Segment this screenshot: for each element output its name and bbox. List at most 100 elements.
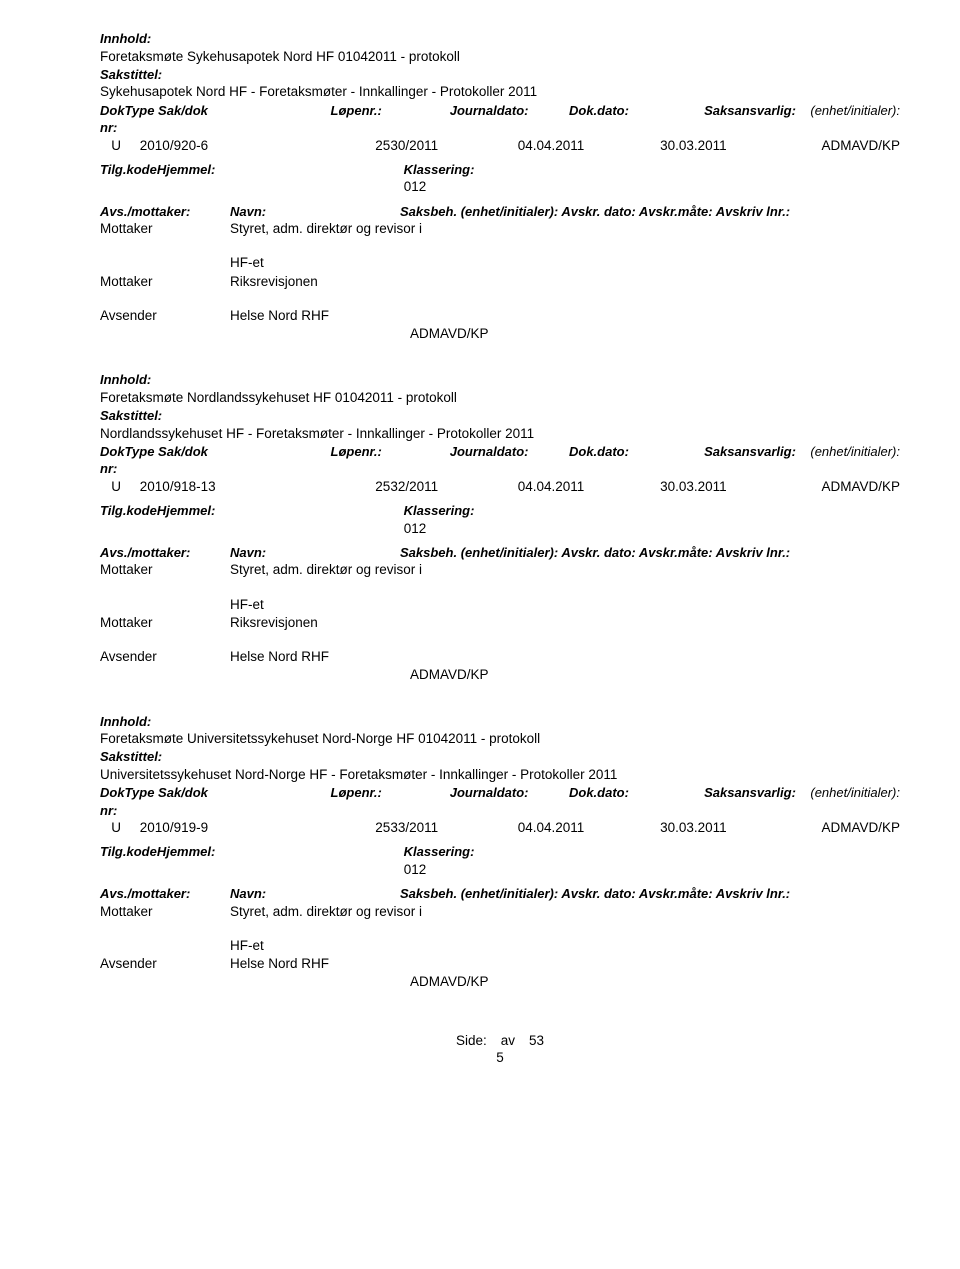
page-total: 53 — [529, 1032, 544, 1050]
klassering-value: 012 — [404, 862, 427, 877]
mottaker-label-2: Mottaker — [100, 614, 230, 632]
hjemmel-label: Hjemmel: — [157, 503, 216, 518]
side-label: Side: — [456, 1032, 487, 1050]
mottaker-name-2: Riksrevisjonen — [230, 614, 900, 632]
journaldato-label: Journaldato: — [450, 784, 569, 819]
sakstittel-text: Universitetssykehuset Nord-Norge HF - Fo… — [100, 766, 900, 784]
tilg-label: Tilg.kode — [100, 162, 157, 177]
dokdato-label: Dok.dato: — [569, 784, 704, 819]
sakstittel-label: Sakstittel: — [100, 748, 900, 766]
enhet-init-label: (enhet/initialer): — [810, 103, 900, 118]
klassering-value: 012 — [404, 179, 427, 194]
innhold-label: Innhold: — [100, 30, 900, 48]
navn-label: Navn: — [230, 544, 400, 562]
klassering-label: Klassering: — [404, 844, 475, 859]
hf-line: HF-et — [100, 254, 900, 272]
klassering-label: Klassering: — [404, 162, 475, 177]
klassering-row: 012 — [100, 520, 900, 538]
doktype-value: U — [111, 479, 121, 494]
hf-line: HF-et — [100, 937, 900, 955]
journal-entry: Innhold: Foretaksmøte Nordlandssykehuset… — [100, 371, 900, 684]
tilg-row: Tilg.kodeHjemmel: Klassering: — [100, 161, 900, 179]
tilg-row: Tilg.kodeHjemmel: Klassering: — [100, 843, 900, 861]
enhet-init-label: (enhet/initialer): — [810, 785, 900, 800]
avs-mottaker-header: Avs./mottaker: Navn: Saksbeh. (enhet/ini… — [100, 203, 900, 221]
sakdok-value: 2010/920-6 — [140, 138, 208, 153]
lopenr-label: Løpenr.: — [331, 102, 450, 137]
mottaker-label: Mottaker — [100, 903, 230, 921]
avsender-row: Avsender Helse Nord RHF — [100, 648, 900, 666]
hjemmel-label: Hjemmel: — [157, 162, 216, 177]
mottaker-name: Styret, adm. direktør og revisor i — [230, 220, 900, 238]
mottaker-name: Styret, adm. direktør og revisor i — [230, 903, 900, 921]
hjemmel-label: Hjemmel: — [157, 844, 216, 859]
avsender-label: Avsender — [100, 955, 230, 973]
page-footer: Side: av 53 5 — [100, 1032, 900, 1065]
journal-entry: Innhold: Foretaksmøte Universitetssykehu… — [100, 713, 900, 992]
journal-entry: Innhold: Foretaksmøte Sykehusapotek Nord… — [100, 30, 900, 343]
saksansvarlig-label: Saksansvarlig: — [704, 444, 796, 459]
journaldato-value: 04.04.2011 — [518, 819, 660, 837]
doktype-value: U — [111, 820, 121, 835]
saksansvarlig-value: ADMAVD/KP — [821, 478, 900, 496]
mottaker-name-2: Riksrevisjonen — [230, 273, 900, 291]
sakstittel-label: Sakstittel: — [100, 66, 900, 84]
meta-header-row: DokType Sak/dok nr: Løpenr.: Journaldato… — [100, 784, 900, 819]
navn-label: Navn: — [230, 885, 400, 903]
dokdato-value: 30.03.2011 — [660, 137, 821, 155]
innhold-label: Innhold: — [100, 371, 900, 389]
lopenr-label: Løpenr.: — [331, 443, 450, 478]
mottaker-name: Styret, adm. direktør og revisor i — [230, 561, 900, 579]
meta-value-row: U 2010/918-13 2532/2011 04.04.2011 30.03… — [100, 478, 900, 496]
doktype-label: DokType — [100, 103, 154, 118]
mottaker-label-2: Mottaker — [100, 273, 230, 291]
kp-line: ADMAVD/KP — [100, 666, 900, 684]
innhold-text: Foretaksmøte Universitetssykehuset Nord-… — [100, 730, 900, 748]
meta-header-row: DokType Sak/dok nr: Løpenr.: Journaldato… — [100, 443, 900, 478]
saksansvarlig-value: ADMAVD/KP — [821, 819, 900, 837]
dokdato-label: Dok.dato: — [569, 102, 704, 137]
lopenr-value: 2533/2011 — [375, 819, 517, 837]
klassering-label: Klassering: — [404, 503, 475, 518]
dokdato-value: 30.03.2011 — [660, 819, 821, 837]
saksansvarlig-label: Saksansvarlig: — [704, 785, 796, 800]
avsender-name: Helse Nord RHF — [230, 307, 900, 325]
mottaker-label: Mottaker — [100, 561, 230, 579]
doktype-label: DokType — [100, 444, 154, 459]
meta-value-row: U 2010/920-6 2530/2011 04.04.2011 30.03.… — [100, 137, 900, 155]
mottaker-row: Mottaker Styret, adm. direktør og reviso… — [100, 220, 900, 238]
klassering-row: 012 — [100, 178, 900, 196]
avs-mottaker-header: Avs./mottaker: Navn: Saksbeh. (enhet/ini… — [100, 885, 900, 903]
avsender-row: Avsender Helse Nord RHF — [100, 955, 900, 973]
tilg-label: Tilg.kode — [100, 503, 157, 518]
avs-mottaker-label: Avs./mottaker: — [100, 203, 230, 221]
avsender-label: Avsender — [100, 648, 230, 666]
tilg-label: Tilg.kode — [100, 844, 157, 859]
avsender-row: Avsender Helse Nord RHF — [100, 307, 900, 325]
saksansvarlig-label: Saksansvarlig: — [704, 103, 796, 118]
hf-line: HF-et — [100, 596, 900, 614]
saksbeh-lnr-label: Saksbeh. (enhet/initialer): Avskr. dato:… — [400, 203, 900, 221]
sakstittel-text: Nordlandssykehuset HF - Foretaksmøter - … — [100, 425, 900, 443]
mottaker-row: Mottaker Styret, adm. direktør og reviso… — [100, 561, 900, 579]
doktype-label: DokType — [100, 785, 154, 800]
mottaker-row-2: Mottaker Riksrevisjonen — [100, 273, 900, 291]
tilg-row: Tilg.kodeHjemmel: Klassering: — [100, 502, 900, 520]
lopenr-value: 2530/2011 — [375, 137, 517, 155]
avsender-label: Avsender — [100, 307, 230, 325]
navn-label: Navn: — [230, 203, 400, 221]
dokdato-value: 30.03.2011 — [660, 478, 821, 496]
avs-mottaker-label: Avs./mottaker: — [100, 885, 230, 903]
sakdok-value: 2010/918-13 — [140, 479, 216, 494]
avs-mottaker-header: Avs./mottaker: Navn: Saksbeh. (enhet/ini… — [100, 544, 900, 562]
avsender-name: Helse Nord RHF — [230, 955, 900, 973]
avs-mottaker-label: Avs./mottaker: — [100, 544, 230, 562]
lopenr-label: Løpenr.: — [331, 784, 450, 819]
saksbeh-lnr-label: Saksbeh. (enhet/initialer): Avskr. dato:… — [400, 885, 900, 903]
innhold-text: Foretaksmøte Sykehusapotek Nord HF 01042… — [100, 48, 900, 66]
saksansvarlig-value: ADMAVD/KP — [821, 137, 900, 155]
journaldato-label: Journaldato: — [450, 443, 569, 478]
kp-line: ADMAVD/KP — [100, 973, 900, 991]
sakdok-value: 2010/919-9 — [140, 820, 208, 835]
av-label: av — [501, 1032, 515, 1050]
